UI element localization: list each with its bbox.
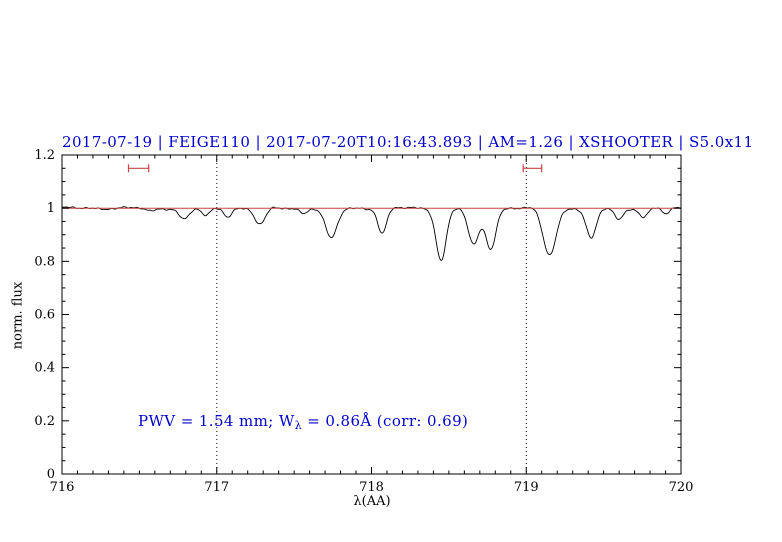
x-axis-label: λ(AA) <box>353 494 391 509</box>
interval-markers <box>127 164 543 173</box>
x-tick-label: 716 <box>50 480 75 495</box>
pwv-annotation-text-2: = 0.86Å (corr: 0.69) <box>302 412 469 430</box>
y-tick-label: 0.8 <box>34 254 55 269</box>
y-tick-label: 0 <box>47 467 55 482</box>
x-tick-label: 718 <box>359 480 384 495</box>
spectrum-line <box>61 206 682 262</box>
y-tick-label: 0.6 <box>34 308 55 323</box>
y-tick-label: 0.4 <box>34 361 55 376</box>
x-tick-label: 720 <box>669 480 694 495</box>
y-tick-label: 1 <box>47 201 55 216</box>
x-tick-label: 719 <box>514 480 539 495</box>
axis-ticks <box>61 154 682 475</box>
x-tick-label: 717 <box>204 480 229 495</box>
y-axis-label: norm. flux <box>10 281 26 350</box>
plot-title: 2017-07-19 | FEIGE110 | 2017-07-20T10:16… <box>62 133 754 151</box>
pwv-annotation-text: PWV = 1.54 mm; W <box>138 412 295 430</box>
y-tick-label: 1.2 <box>34 148 55 163</box>
tick-labels: 716 717 718 719 720 0 0.2 0.4 0.6 0.8 1 1.2 <box>34 148 693 495</box>
lambda-subscript: λ <box>294 419 303 432</box>
pwv-annotation: PWV = 1.54 mm; Wλ = 0.86Å (corr: 0.69) <box>138 412 468 432</box>
y-tick-label: 0.2 <box>34 414 55 429</box>
